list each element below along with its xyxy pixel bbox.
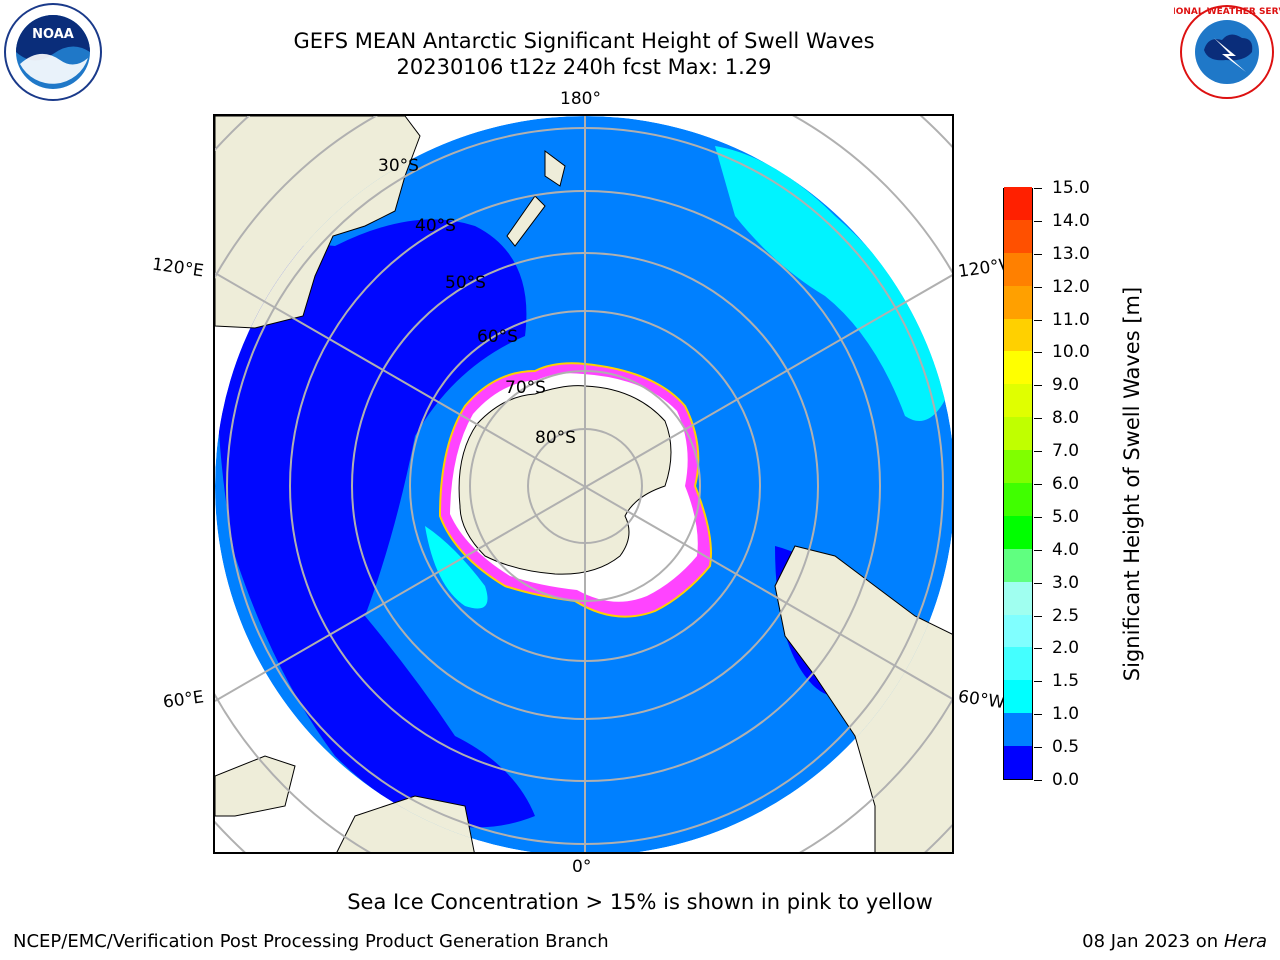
colorbar-tick-label: 2.5 <box>1052 605 1080 626</box>
footer-date-text: 08 Jan 2023 on <box>1082 931 1224 952</box>
ocean-low-west <box>215 219 535 828</box>
lon-label-60w: 60°W <box>956 686 1007 714</box>
colorbar-tick-label: 11.0 <box>1052 309 1090 330</box>
colorbar-segment <box>1004 417 1032 451</box>
colorbar-tick <box>1034 286 1042 288</box>
colorbar-tick-label: 9.0 <box>1052 375 1080 396</box>
colorbar-tick-label: 10.0 <box>1052 342 1090 363</box>
colorbar-segment <box>1004 318 1032 352</box>
colorbar-tick-label: 3.0 <box>1052 572 1080 593</box>
footer-credit: NCEP/EMC/Verification Post Processing Pr… <box>13 931 609 952</box>
map-subtitle: 20230106 t12z 240h fcst Max: 1.29 <box>396 55 772 79</box>
colorbar-tick-label: 0.5 <box>1052 737 1080 758</box>
colorbar-tick <box>1034 319 1042 321</box>
lat-label-30s: 30°S <box>378 156 419 176</box>
lat-label-40s: 40°S <box>415 216 456 236</box>
colorbar-tick-label: 12.0 <box>1052 276 1090 297</box>
colorbar-tick-label: 4.0 <box>1052 539 1080 560</box>
map-canvas: 30°S 40°S 50°S 60°S 70°S 80°S <box>215 116 952 852</box>
colorbar-segment <box>1004 384 1032 418</box>
colorbar-tick-label: 0.0 <box>1052 770 1080 790</box>
colorbar-segment <box>1004 647 1032 681</box>
polar-stereographic-map: 30°S 40°S 50°S 60°S 70°S 80°S <box>213 114 954 854</box>
nws-logo: NATIONAL WEATHER SERVICE <box>1152 2 1280 102</box>
colorbar-segment <box>1004 285 1032 319</box>
colorbar-tick <box>1034 780 1042 781</box>
lon-label-60e: 60°E <box>161 687 206 713</box>
colorbar-segment <box>1004 450 1032 483</box>
colorbar-segment <box>1004 680 1032 714</box>
colorbar-tick-label: 5.0 <box>1052 506 1080 527</box>
colorbar <box>1003 186 1033 780</box>
colorbar-segment <box>1004 713 1032 747</box>
lat-label-70s: 70°S <box>505 378 546 398</box>
colorbar-tick <box>1034 253 1042 255</box>
sea-ice-note: Sea Ice Concentration > 15% is shown in … <box>347 890 933 914</box>
colorbar-tick <box>1034 615 1042 617</box>
colorbar-segment <box>1004 252 1032 286</box>
colorbar-segment <box>1004 219 1032 253</box>
colorbar-tick <box>1034 714 1042 716</box>
colorbar-tick-label: 14.0 <box>1052 210 1090 231</box>
colorbar-tick <box>1034 352 1042 354</box>
colorbar-tick-label: 1.0 <box>1052 704 1080 725</box>
colorbar-tick <box>1034 516 1042 518</box>
map-title: GEFS MEAN Antarctic Significant Height o… <box>293 29 875 53</box>
ocean-high-east <box>715 146 952 421</box>
colorbar-tick <box>1034 681 1042 683</box>
colorbar-tick <box>1034 747 1042 749</box>
colorbar-segment <box>1004 614 1032 648</box>
colorbar-tick-label: 13.0 <box>1052 243 1090 264</box>
colorbar-tick <box>1034 418 1042 420</box>
colorbar-tick <box>1034 188 1042 189</box>
colorbar-tick <box>1034 549 1042 551</box>
lat-label-50s: 50°S <box>445 273 486 293</box>
lat-label-80s: 80°S <box>535 428 576 448</box>
colorbar-tick <box>1034 582 1042 584</box>
colorbar-tick-label: 1.5 <box>1052 671 1080 692</box>
new-zealand-land <box>506 150 566 247</box>
colorbar-tick <box>1034 648 1042 650</box>
graticule <box>215 116 952 852</box>
colorbar-title: Significant Height of Swell Waves [m] <box>1120 286 1144 682</box>
noaa-logo-text: NOAA <box>32 27 74 42</box>
noaa-logo: NOAA <box>0 2 106 102</box>
colorbar-tick-label: 7.0 <box>1052 441 1080 462</box>
colorbar-segment <box>1004 351 1032 385</box>
lon-label-180: 180° <box>560 89 601 109</box>
colorbar-tick-label: 15.0 <box>1052 178 1090 198</box>
colorbar-segment <box>1004 186 1032 220</box>
lon-label-0: 0° <box>572 857 592 877</box>
colorbar-segment <box>1004 482 1032 516</box>
ocean-high-southwest <box>425 526 488 609</box>
antarctica <box>438 362 712 618</box>
lat-label-60s: 60°S <box>477 327 518 347</box>
colorbar-tick <box>1034 451 1042 453</box>
colorbar-tick <box>1034 484 1042 485</box>
antarctic-continent <box>458 385 672 575</box>
footer-host: Hera <box>1223 931 1267 952</box>
nws-logo-text: NATIONAL WEATHER SERVICE <box>1174 7 1280 17</box>
colorbar-tick-label: 2.0 <box>1052 638 1080 659</box>
colorbar-segment <box>1004 515 1032 549</box>
colorbar-tick-label: 6.0 <box>1052 474 1080 494</box>
colorbar-tick <box>1034 385 1042 387</box>
colorbar-segment <box>1004 746 1032 779</box>
footer-date: 08 Jan 2023 on Hera <box>1082 931 1267 952</box>
colorbar-segment <box>1004 548 1032 582</box>
colorbar-tick-label: 8.0 <box>1052 408 1080 429</box>
colorbar-segment <box>1004 581 1032 615</box>
lon-label-120e: 120°E <box>150 254 205 282</box>
colorbar-tick <box>1034 220 1042 222</box>
